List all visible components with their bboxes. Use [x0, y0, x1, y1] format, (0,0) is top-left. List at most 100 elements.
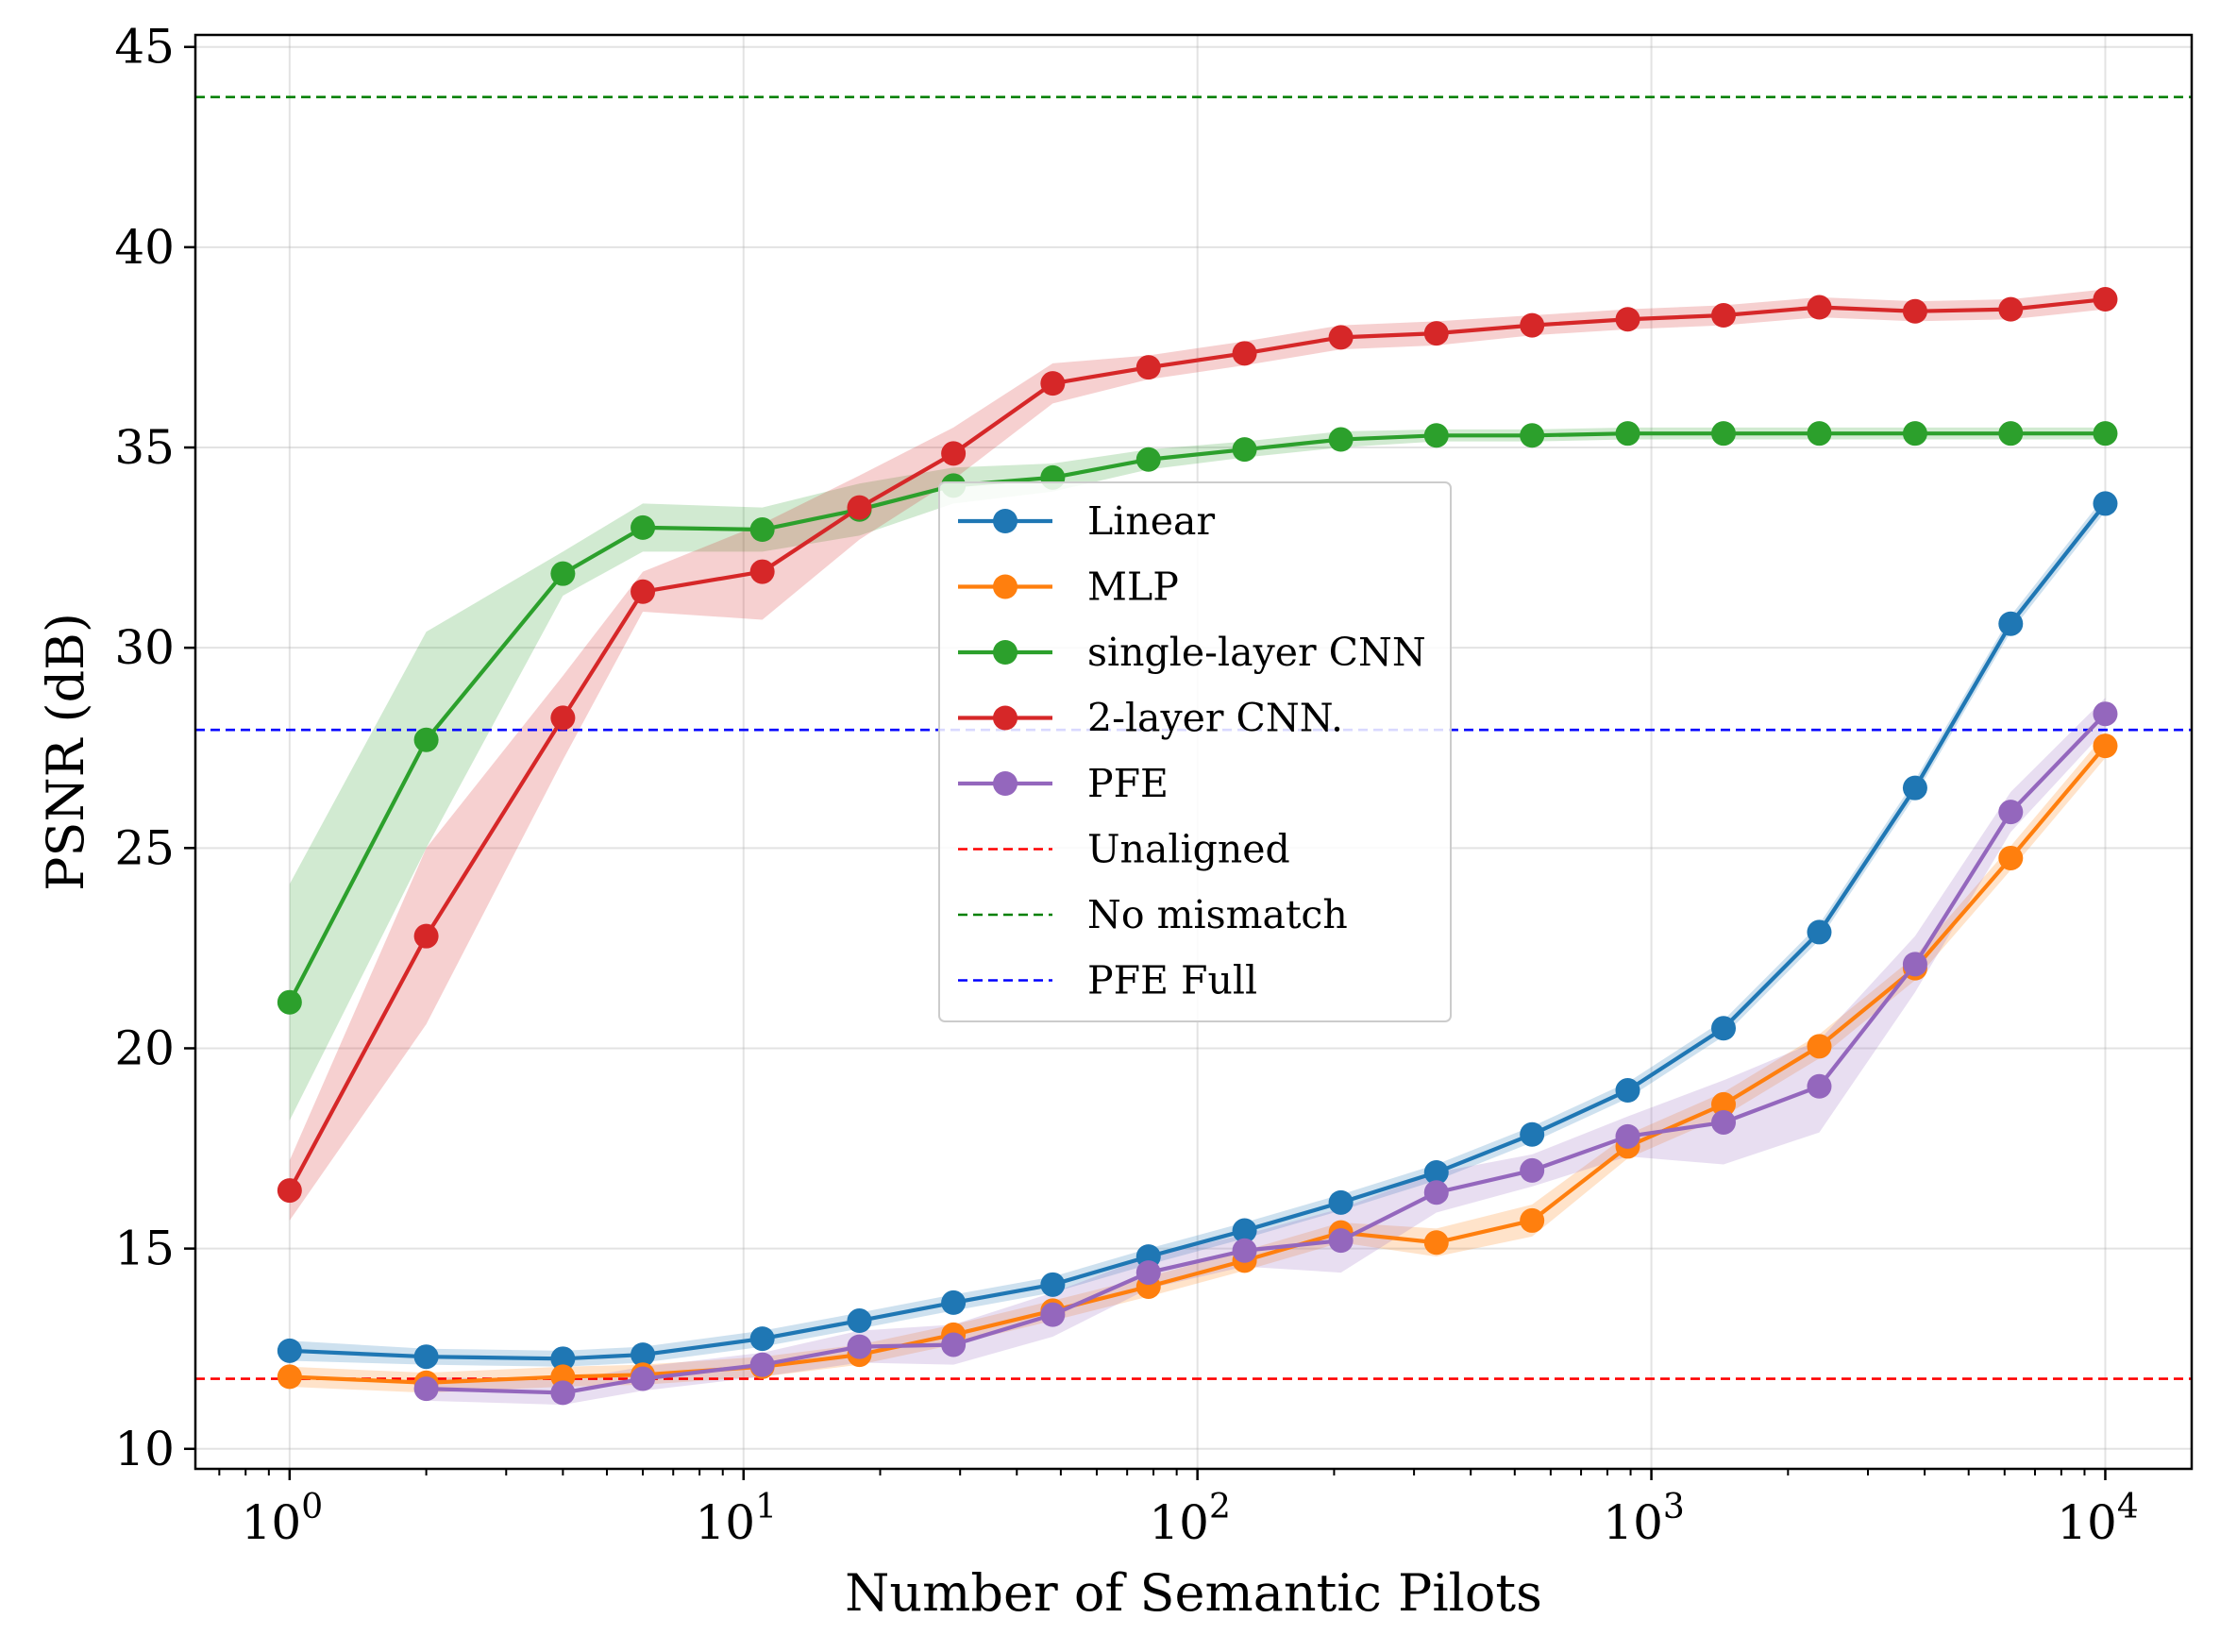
point-single-layer-cnn	[277, 989, 302, 1015]
point-single-layer-cnn	[2093, 421, 2118, 447]
point-pfe	[2093, 701, 2118, 727]
point-linear	[1902, 775, 1927, 801]
point-single-layer-cnn	[1711, 421, 1737, 447]
point-2-layer-cnn	[413, 923, 439, 949]
point-2-layer-cnn	[1520, 312, 1545, 338]
point-mlp	[277, 1364, 302, 1390]
legend-item-single-layer-cnn: single-layer CNN	[958, 630, 1426, 675]
point-2-layer-cnn	[847, 495, 872, 520]
legend: Linear MLP single-layer CNN 2-layer CNN. PFE…	[938, 481, 1452, 1022]
point-single-layer-cnn	[631, 514, 656, 540]
point-pfe	[413, 1376, 439, 1402]
point-2-layer-cnn	[277, 1178, 302, 1204]
legend-swatch-marker	[993, 574, 1018, 599]
y-tick-label: 45	[114, 20, 175, 75]
point-mlp	[1423, 1230, 1449, 1256]
point-pfe	[1232, 1238, 1257, 1263]
point-linear	[1711, 1016, 1737, 1041]
confidence-bands	[289, 289, 2106, 1406]
point-pfe	[941, 1332, 967, 1357]
point-2-layer-cnn	[941, 441, 967, 466]
legend-item-no-mismatch: No mismatch	[958, 892, 1348, 937]
point-linear	[2093, 491, 2118, 516]
series-lines	[277, 287, 2118, 1406]
legend-item-unaligned: Unaligned	[958, 827, 1290, 872]
point-linear	[749, 1326, 775, 1352]
point-single-layer-cnn	[749, 517, 775, 543]
point-2-layer-cnn	[1423, 321, 1449, 346]
point-pfe	[1615, 1123, 1640, 1149]
point-linear	[1998, 611, 2024, 636]
series-line-pfe	[426, 712, 2107, 1395]
point-single-layer-cnn	[1807, 421, 1832, 447]
point-pfe	[631, 1366, 656, 1391]
legend-item-2-layer-cnn: 2-layer CNN.	[958, 696, 1343, 741]
point-2-layer-cnn	[2093, 287, 2118, 312]
legend-item-linear: Linear	[958, 498, 1215, 544]
legend-label: Linear	[1087, 498, 1215, 544]
point-mlp	[1807, 1034, 1832, 1059]
point-pfe	[1423, 1180, 1449, 1205]
point-2-layer-cnn	[1328, 325, 1354, 350]
point-2-layer-cnn	[550, 705, 576, 731]
point-linear	[847, 1308, 872, 1334]
point-linear	[550, 1346, 576, 1372]
point-2-layer-cnn	[1998, 296, 2024, 322]
point-2-layer-cnn	[1040, 371, 1066, 396]
point-pfe	[1807, 1073, 1832, 1099]
point-single-layer-cnn	[1135, 447, 1161, 472]
point-linear	[1328, 1189, 1354, 1215]
legend-label: MLP	[1087, 565, 1179, 610]
point-mlp	[1998, 845, 2024, 870]
x-axis-title: Number of Semantic Pilots	[845, 1563, 1542, 1623]
point-2-layer-cnn	[1711, 303, 1737, 329]
point-single-layer-cnn	[1902, 421, 1927, 447]
point-pfe	[749, 1352, 775, 1377]
legend-label: PFE Full	[1087, 958, 1257, 1003]
y-tick-label: 25	[114, 820, 175, 875]
y-tick-label: 35	[114, 420, 175, 475]
point-single-layer-cnn	[1423, 423, 1449, 448]
point-linear	[413, 1344, 439, 1370]
point-single-layer-cnn	[413, 727, 439, 752]
legend-item-pfe-full: PFE Full	[958, 958, 1257, 1003]
point-single-layer-cnn	[1328, 427, 1354, 452]
y-tick-label: 10	[114, 1422, 175, 1476]
point-single-layer-cnn	[1232, 437, 1257, 463]
point-2-layer-cnn	[631, 579, 656, 604]
y-tick-label: 40	[114, 220, 175, 275]
point-2-layer-cnn	[1902, 298, 1927, 324]
point-linear	[1423, 1160, 1449, 1186]
point-mlp	[2093, 733, 2118, 759]
point-pfe	[1902, 952, 1927, 977]
legend-box	[938, 481, 1452, 1022]
point-linear	[1807, 919, 1832, 945]
point-single-layer-cnn	[1520, 423, 1545, 448]
point-single-layer-cnn	[1998, 421, 2024, 447]
legend-swatch-marker	[993, 705, 1018, 731]
legend-swatch-marker	[993, 509, 1018, 533]
legend-item-mlp: MLP	[958, 565, 1179, 610]
point-single-layer-cnn	[550, 561, 576, 586]
point-2-layer-cnn	[749, 559, 775, 584]
legend-swatch-marker	[993, 640, 1018, 665]
legend-swatch-marker	[993, 771, 1018, 796]
y-tick-label: 20	[114, 1020, 175, 1075]
band-pfe	[426, 698, 2106, 1406]
point-linear	[631, 1342, 656, 1368]
point-linear	[277, 1338, 302, 1363]
point-2-layer-cnn	[1615, 307, 1640, 332]
point-2-layer-cnn	[1135, 355, 1161, 380]
point-linear	[1615, 1078, 1640, 1104]
legend-label: PFE	[1087, 761, 1169, 806]
point-pfe	[1040, 1302, 1066, 1327]
legend-label: No mismatch	[1087, 892, 1348, 937]
point-pfe	[1520, 1157, 1545, 1183]
legend-label: 2-layer CNN.	[1087, 696, 1343, 741]
plot-frame	[193, 33, 2194, 1471]
y-axis-title: PSNR (dB)	[36, 613, 95, 891]
point-pfe	[847, 1334, 872, 1359]
